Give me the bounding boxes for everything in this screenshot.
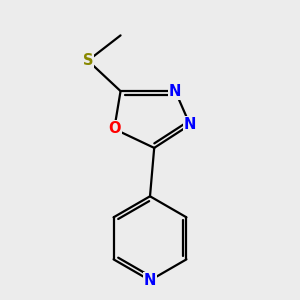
Text: N: N	[184, 117, 196, 132]
Text: N: N	[144, 273, 156, 288]
Text: N: N	[169, 84, 182, 99]
Text: O: O	[108, 122, 121, 136]
Text: S: S	[83, 53, 93, 68]
